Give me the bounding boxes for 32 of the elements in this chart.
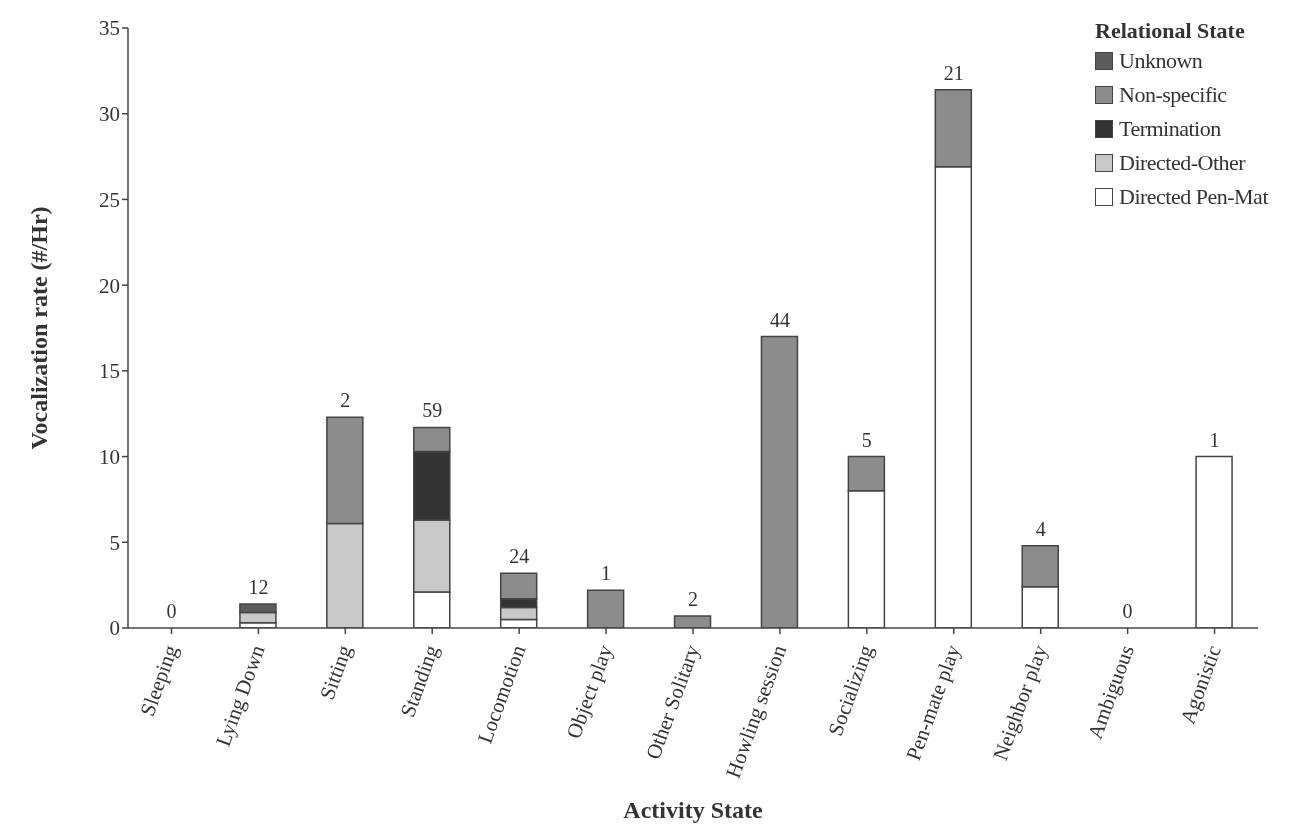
y-tick-label: 5 (109, 530, 120, 555)
annotation: 12 (248, 576, 269, 598)
y-tick-label: 35 (99, 16, 120, 41)
annotation: 0 (166, 600, 177, 622)
y-tick-label: 30 (99, 102, 120, 127)
x-tick-label: Object play (561, 641, 618, 742)
legend-label: Directed-Other (1119, 150, 1246, 176)
y-axis-title: Vocalization rate (#/Hr) (25, 206, 52, 450)
annotation: 21 (943, 61, 964, 84)
annotation: 44 (769, 308, 790, 331)
x-tick-label: Lying Down (210, 641, 270, 750)
y-tick-label: 15 (99, 359, 120, 384)
x-tick-label: Sitting (314, 641, 357, 703)
annotation: 24 (509, 545, 530, 568)
legend-label: Directed Pen-Mat (1119, 184, 1268, 210)
y-tick-label: 0 (109, 616, 120, 641)
annotation: 2 (340, 389, 351, 412)
legend-label: Termination (1119, 116, 1221, 142)
annotation: 2 (688, 588, 698, 610)
y-tick-label: 10 (99, 445, 120, 470)
legend-label: Unknown (1119, 48, 1203, 74)
legend-label: Non-specific (1119, 82, 1227, 108)
annotation: 1 (1209, 428, 1220, 451)
annotation: 5 (861, 428, 872, 451)
legend-title: Relational State (1095, 18, 1246, 44)
y-tick-label: 25 (99, 187, 120, 212)
x-axis-title: Activity State (623, 797, 763, 823)
annotation: 59 (422, 399, 443, 422)
y-tick-label: 20 (99, 273, 120, 298)
annotation: 0 (1122, 600, 1133, 622)
annotation: 1 (601, 562, 612, 585)
annotation: 4 (1035, 517, 1046, 540)
